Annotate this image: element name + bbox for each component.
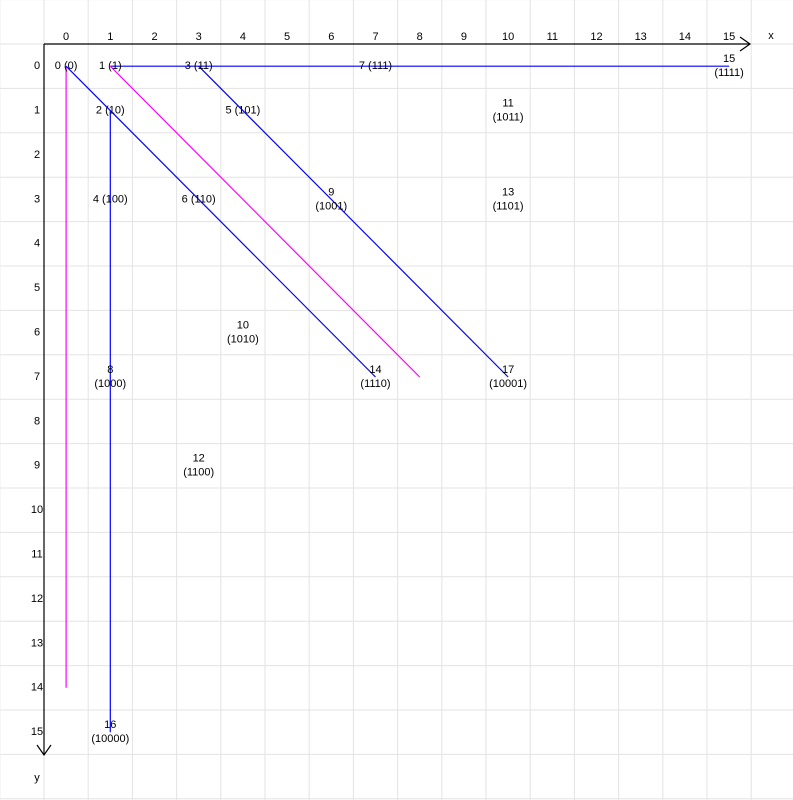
y-tick-label: 8 [34,415,40,427]
x-tick-label: 9 [461,31,467,43]
y-tick-label: 9 [34,460,40,472]
node-label: 15 [723,53,735,65]
edges [65,65,730,733]
node-label: 14 [369,364,381,376]
node-label: (1100) [183,467,214,479]
node-label: 16 [104,719,116,731]
node-label: (10001) [489,378,527,390]
y-tick-label: 10 [31,504,43,516]
y-tick-label: 0 [34,60,40,72]
x-tick-label: 13 [635,31,647,43]
node-label: 5 (101) [225,105,260,117]
y-tick-label: 6 [34,327,40,339]
y-tick-label: 5 [34,282,40,294]
x-tick-label: 5 [284,31,290,43]
y-tick-label: 1 [34,105,40,117]
node-label: (1110) [360,378,390,390]
node-label: 17 [502,364,514,376]
node-label: 12 [193,453,205,465]
y-tick-label: 3 [34,193,40,205]
x-tick-label: 8 [417,31,423,43]
x-tick-label: 4 [240,31,246,43]
x-tick-label: 14 [679,31,691,43]
node-label: (1111) [714,67,743,79]
node-label: 7 (111) [359,60,392,72]
labels: 0 1 2 3 4 5 6 7 8 9 10 11 12 13 14 15012345678910111213… [31,31,744,745]
x-axis-label: x [768,30,774,42]
y-tick-label: 11 [31,549,42,561]
x-tick-label: 15 [723,31,735,43]
y-tick-label: 15 [31,726,43,738]
y-tick-label: 14 [31,682,43,694]
x-tick-label: 10 [502,31,514,43]
y-tick-label: 7 [34,371,40,383]
y-tick-label: 13 [31,637,43,649]
node-label: (1101) [493,200,524,212]
node-label: 4 (100) [93,193,128,205]
node-label: (1000) [94,378,126,390]
node-label: 3 (11) [185,60,213,72]
edge [109,65,421,378]
y-tick-label: 4 [34,238,40,250]
y-axis-label: y [34,772,40,784]
node-label: 2 (10) [96,105,125,117]
x-tick-label: 1 [107,31,113,43]
node-label: 1 (1) [99,60,122,72]
x-tick-label: 12 [590,31,602,43]
edge [198,65,509,378]
edge [65,65,376,378]
node-label: (10000) [91,733,129,745]
x-tick-label: 0 [63,31,69,43]
x-tick-label: 11 [547,31,558,43]
node-label: 13 [502,186,514,198]
x-tick-label: 6 [328,31,334,43]
node-label: 8 [107,364,113,376]
axes: x y [34,30,774,784]
y-tick-label: 2 [34,149,40,161]
node-label: (1010) [227,334,259,346]
node-label: (1011) [493,112,524,124]
y-arrow [36,744,52,757]
x-tick-label: 7 [372,31,378,43]
node-label: 6 (110) [182,193,216,205]
node-label: 0 (0) [55,60,78,72]
node-label: (1001) [315,200,347,212]
x-arrow [739,36,752,52]
x-tick-label: 2 [151,31,157,43]
node-label: 10 [237,320,249,332]
node-label: 9 [328,186,334,198]
x-tick-label: 3 [196,31,202,43]
y-tick-label: 12 [31,593,43,605]
node-label: 11 [502,98,513,110]
